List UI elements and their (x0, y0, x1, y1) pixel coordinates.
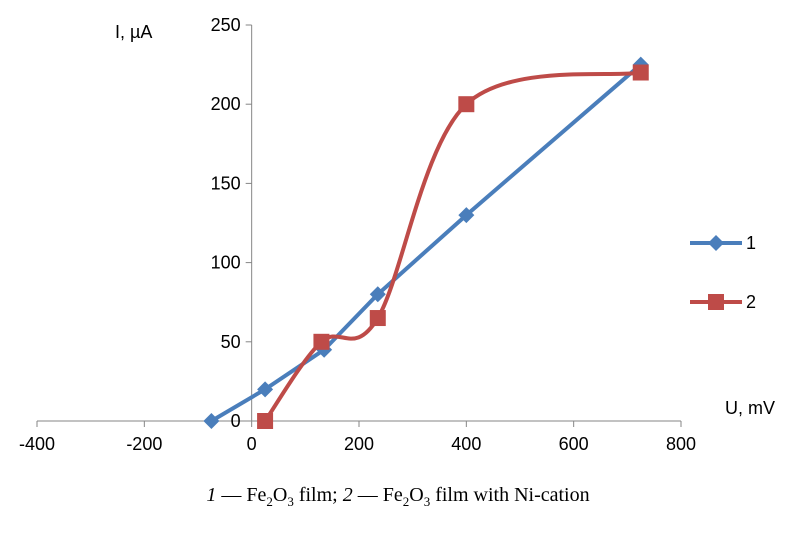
series-1-point (257, 381, 274, 398)
axes (36, 24, 682, 427)
y-tick-label: 50 (221, 332, 241, 352)
series-2-line (263, 70, 642, 423)
legend-marker (708, 235, 724, 251)
series-2-point (257, 413, 274, 429)
legend-label: 2 (746, 292, 756, 312)
x-tick-label: 600 (559, 434, 589, 454)
caption-series-1-number: 1 (206, 484, 217, 506)
caption-series-2-number: 2 (342, 484, 353, 506)
caption-text: — Fe (352, 484, 403, 506)
legend-marker (708, 294, 724, 310)
series-2 (257, 64, 649, 429)
series-1 (203, 56, 649, 429)
figure-caption: 1 — Fe2O3 film; 2 — Fe2O3 film with Ni-c… (0, 484, 796, 510)
caption-subscript: 2 (402, 494, 410, 509)
series-2-point (458, 96, 475, 113)
series-2-point (632, 64, 649, 81)
legend-entry-1: 1 (690, 233, 756, 253)
y-tick-label: 0 (231, 411, 241, 431)
series-2-point (369, 310, 386, 327)
y-axis-title: I, µA (115, 22, 152, 42)
caption-subscript: 2 (266, 494, 273, 509)
series-1-point (203, 413, 220, 429)
caption-subscript: 3 (423, 494, 431, 509)
x-tick-label: -200 (126, 434, 162, 454)
y-tick-label: 250 (211, 15, 241, 35)
x-tick-label: -400 (19, 434, 55, 454)
tick-labels: -400 -200 0 200 400 600 800 0 50 100 150 200 250 (19, 15, 696, 454)
caption-text: O (272, 484, 288, 506)
legend-label: 1 (746, 233, 756, 253)
series-1-line (210, 63, 643, 423)
x-tick-label: 200 (344, 434, 374, 454)
caption-text: — Fe (216, 484, 267, 506)
series-1-point (458, 207, 475, 224)
caption-subscript: 3 (287, 494, 294, 509)
caption-text: film; (293, 484, 343, 506)
series-2-point (313, 333, 330, 350)
legend: 12 (690, 233, 756, 312)
y-tick-label: 100 (211, 253, 241, 273)
legend-entry-2: 2 (690, 292, 756, 312)
y-tick-label: 150 (211, 173, 241, 193)
x-tick-label: 800 (666, 434, 696, 454)
x-tick-label: 0 (247, 434, 257, 454)
y-tick-label: 200 (211, 94, 241, 114)
x-tick-label: 400 (451, 434, 481, 454)
series-1-point (369, 286, 386, 303)
caption-text: O (409, 484, 424, 506)
series-layer (203, 56, 649, 429)
x-axis-title: U, mV (725, 398, 775, 418)
caption-text: film with Ni-cation (430, 484, 590, 506)
